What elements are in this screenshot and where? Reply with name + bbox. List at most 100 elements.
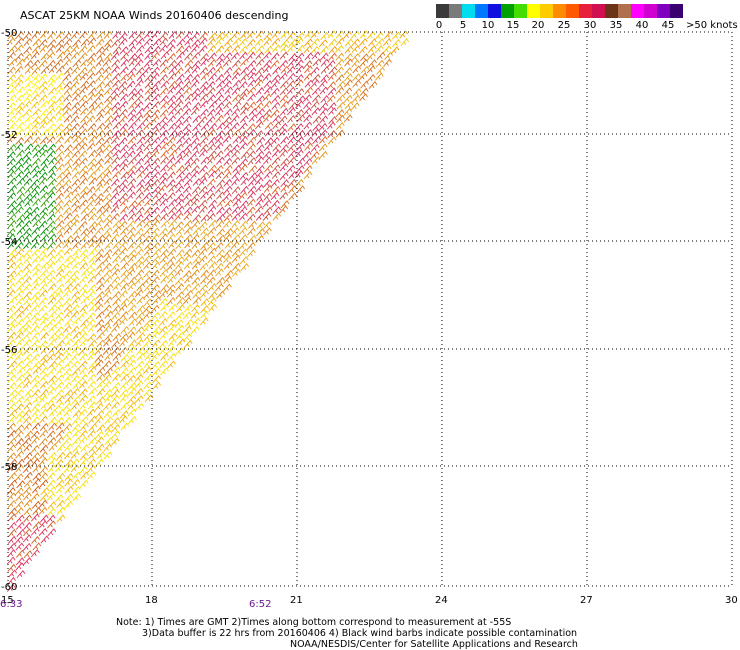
wind-barb bbox=[182, 80, 192, 89]
wind-barb bbox=[160, 142, 169, 151]
wind-barb bbox=[191, 261, 201, 270]
latitude-label: -60 bbox=[1, 582, 17, 593]
wind-barb bbox=[7, 66, 16, 75]
wind-barb bbox=[112, 241, 122, 250]
wind-barb bbox=[328, 107, 337, 116]
wind-barb bbox=[112, 318, 122, 327]
wind-barb bbox=[79, 72, 89, 81]
wind-barb bbox=[112, 408, 121, 418]
wind-barb bbox=[136, 233, 146, 242]
wind-barb bbox=[78, 150, 88, 159]
wind-barb bbox=[72, 248, 82, 257]
wind-barb bbox=[88, 213, 97, 222]
wind-barb bbox=[16, 366, 26, 375]
wind-barb bbox=[71, 185, 81, 194]
wind-barb bbox=[174, 130, 184, 139]
wind-barb bbox=[311, 73, 321, 82]
wind-barb bbox=[200, 241, 209, 250]
wind-barb bbox=[23, 177, 33, 186]
wind-barb bbox=[63, 269, 73, 279]
wind-barb bbox=[16, 86, 25, 95]
wind-barb bbox=[103, 248, 113, 257]
wind-barb bbox=[70, 269, 80, 278]
wind-barb bbox=[47, 520, 56, 529]
wind-barb bbox=[7, 542, 17, 551]
wind-barb bbox=[374, 45, 384, 54]
wind-barb bbox=[55, 255, 64, 264]
wind-barb bbox=[47, 199, 57, 208]
wind-barb bbox=[119, 108, 128, 117]
wind-barb bbox=[55, 317, 65, 326]
wind-barb bbox=[119, 144, 129, 153]
wind-barb bbox=[80, 471, 89, 480]
wind-barb bbox=[151, 255, 161, 264]
wind-barb bbox=[128, 87, 138, 96]
wind-barb bbox=[15, 297, 25, 306]
wind-barb bbox=[119, 317, 128, 326]
wind-barb bbox=[56, 506, 66, 515]
wind-barb bbox=[264, 128, 274, 137]
wind-barb bbox=[351, 59, 360, 68]
wind-barb bbox=[95, 46, 105, 55]
wind-barb bbox=[112, 290, 121, 299]
wind-barb bbox=[48, 324, 58, 333]
wind-barb bbox=[23, 311, 33, 320]
wind-barb bbox=[358, 72, 368, 81]
wind-barb bbox=[111, 346, 120, 355]
wind-barb bbox=[184, 52, 193, 61]
wind-barb bbox=[32, 73, 41, 82]
wind-barb bbox=[24, 185, 34, 194]
wind-barb bbox=[47, 479, 56, 488]
wind-barb bbox=[63, 226, 73, 235]
wind-barb bbox=[143, 333, 153, 342]
wind-barb bbox=[175, 143, 184, 152]
wind-barb bbox=[128, 290, 138, 299]
wind-barb bbox=[239, 122, 248, 131]
wind-barb bbox=[71, 261, 81, 270]
wind-barb bbox=[15, 44, 24, 53]
wind-barb bbox=[136, 73, 146, 82]
wind-barb bbox=[390, 46, 400, 55]
wind-barb bbox=[198, 221, 208, 230]
wind-barb bbox=[160, 212, 169, 221]
wind-barb bbox=[152, 296, 162, 305]
wind-barb bbox=[335, 109, 345, 118]
wind-barb bbox=[111, 59, 121, 68]
wind-barb bbox=[247, 136, 257, 145]
wind-barb bbox=[176, 150, 186, 159]
wind-barb bbox=[295, 108, 304, 117]
wind-barb bbox=[104, 283, 114, 292]
wind-barb bbox=[95, 318, 105, 327]
wind-barb bbox=[48, 416, 58, 425]
wind-barb bbox=[94, 192, 104, 202]
wind-barb bbox=[159, 177, 168, 186]
wind-barb bbox=[126, 129, 136, 138]
wind-barb bbox=[55, 401, 65, 410]
wind-barb bbox=[87, 429, 96, 438]
wind-barb bbox=[54, 58, 64, 67]
wind-barb bbox=[30, 51, 40, 60]
wind-barb bbox=[31, 422, 41, 431]
wind-barb bbox=[23, 557, 32, 566]
wind-barb bbox=[270, 109, 280, 118]
wind-barb bbox=[143, 219, 153, 228]
wind-barb bbox=[135, 255, 145, 264]
wind-barb bbox=[246, 38, 256, 47]
wind-barb bbox=[151, 241, 161, 250]
wind-barb bbox=[120, 325, 130, 335]
wind-barb bbox=[63, 199, 73, 208]
wind-barb bbox=[359, 58, 369, 67]
wind-barb bbox=[359, 87, 369, 96]
wind-barb bbox=[207, 108, 216, 117]
wind-barb bbox=[87, 226, 97, 235]
wind-barb bbox=[336, 114, 345, 123]
wind-barb bbox=[64, 500, 73, 509]
wind-barb bbox=[47, 381, 57, 390]
wind-barb bbox=[96, 81, 105, 90]
wind-barb bbox=[103, 262, 112, 271]
wind-barb bbox=[191, 87, 201, 96]
wind-barb bbox=[295, 31, 305, 41]
wind-barb bbox=[247, 157, 257, 166]
wind-barb bbox=[144, 394, 154, 403]
wind-barb bbox=[168, 66, 178, 75]
